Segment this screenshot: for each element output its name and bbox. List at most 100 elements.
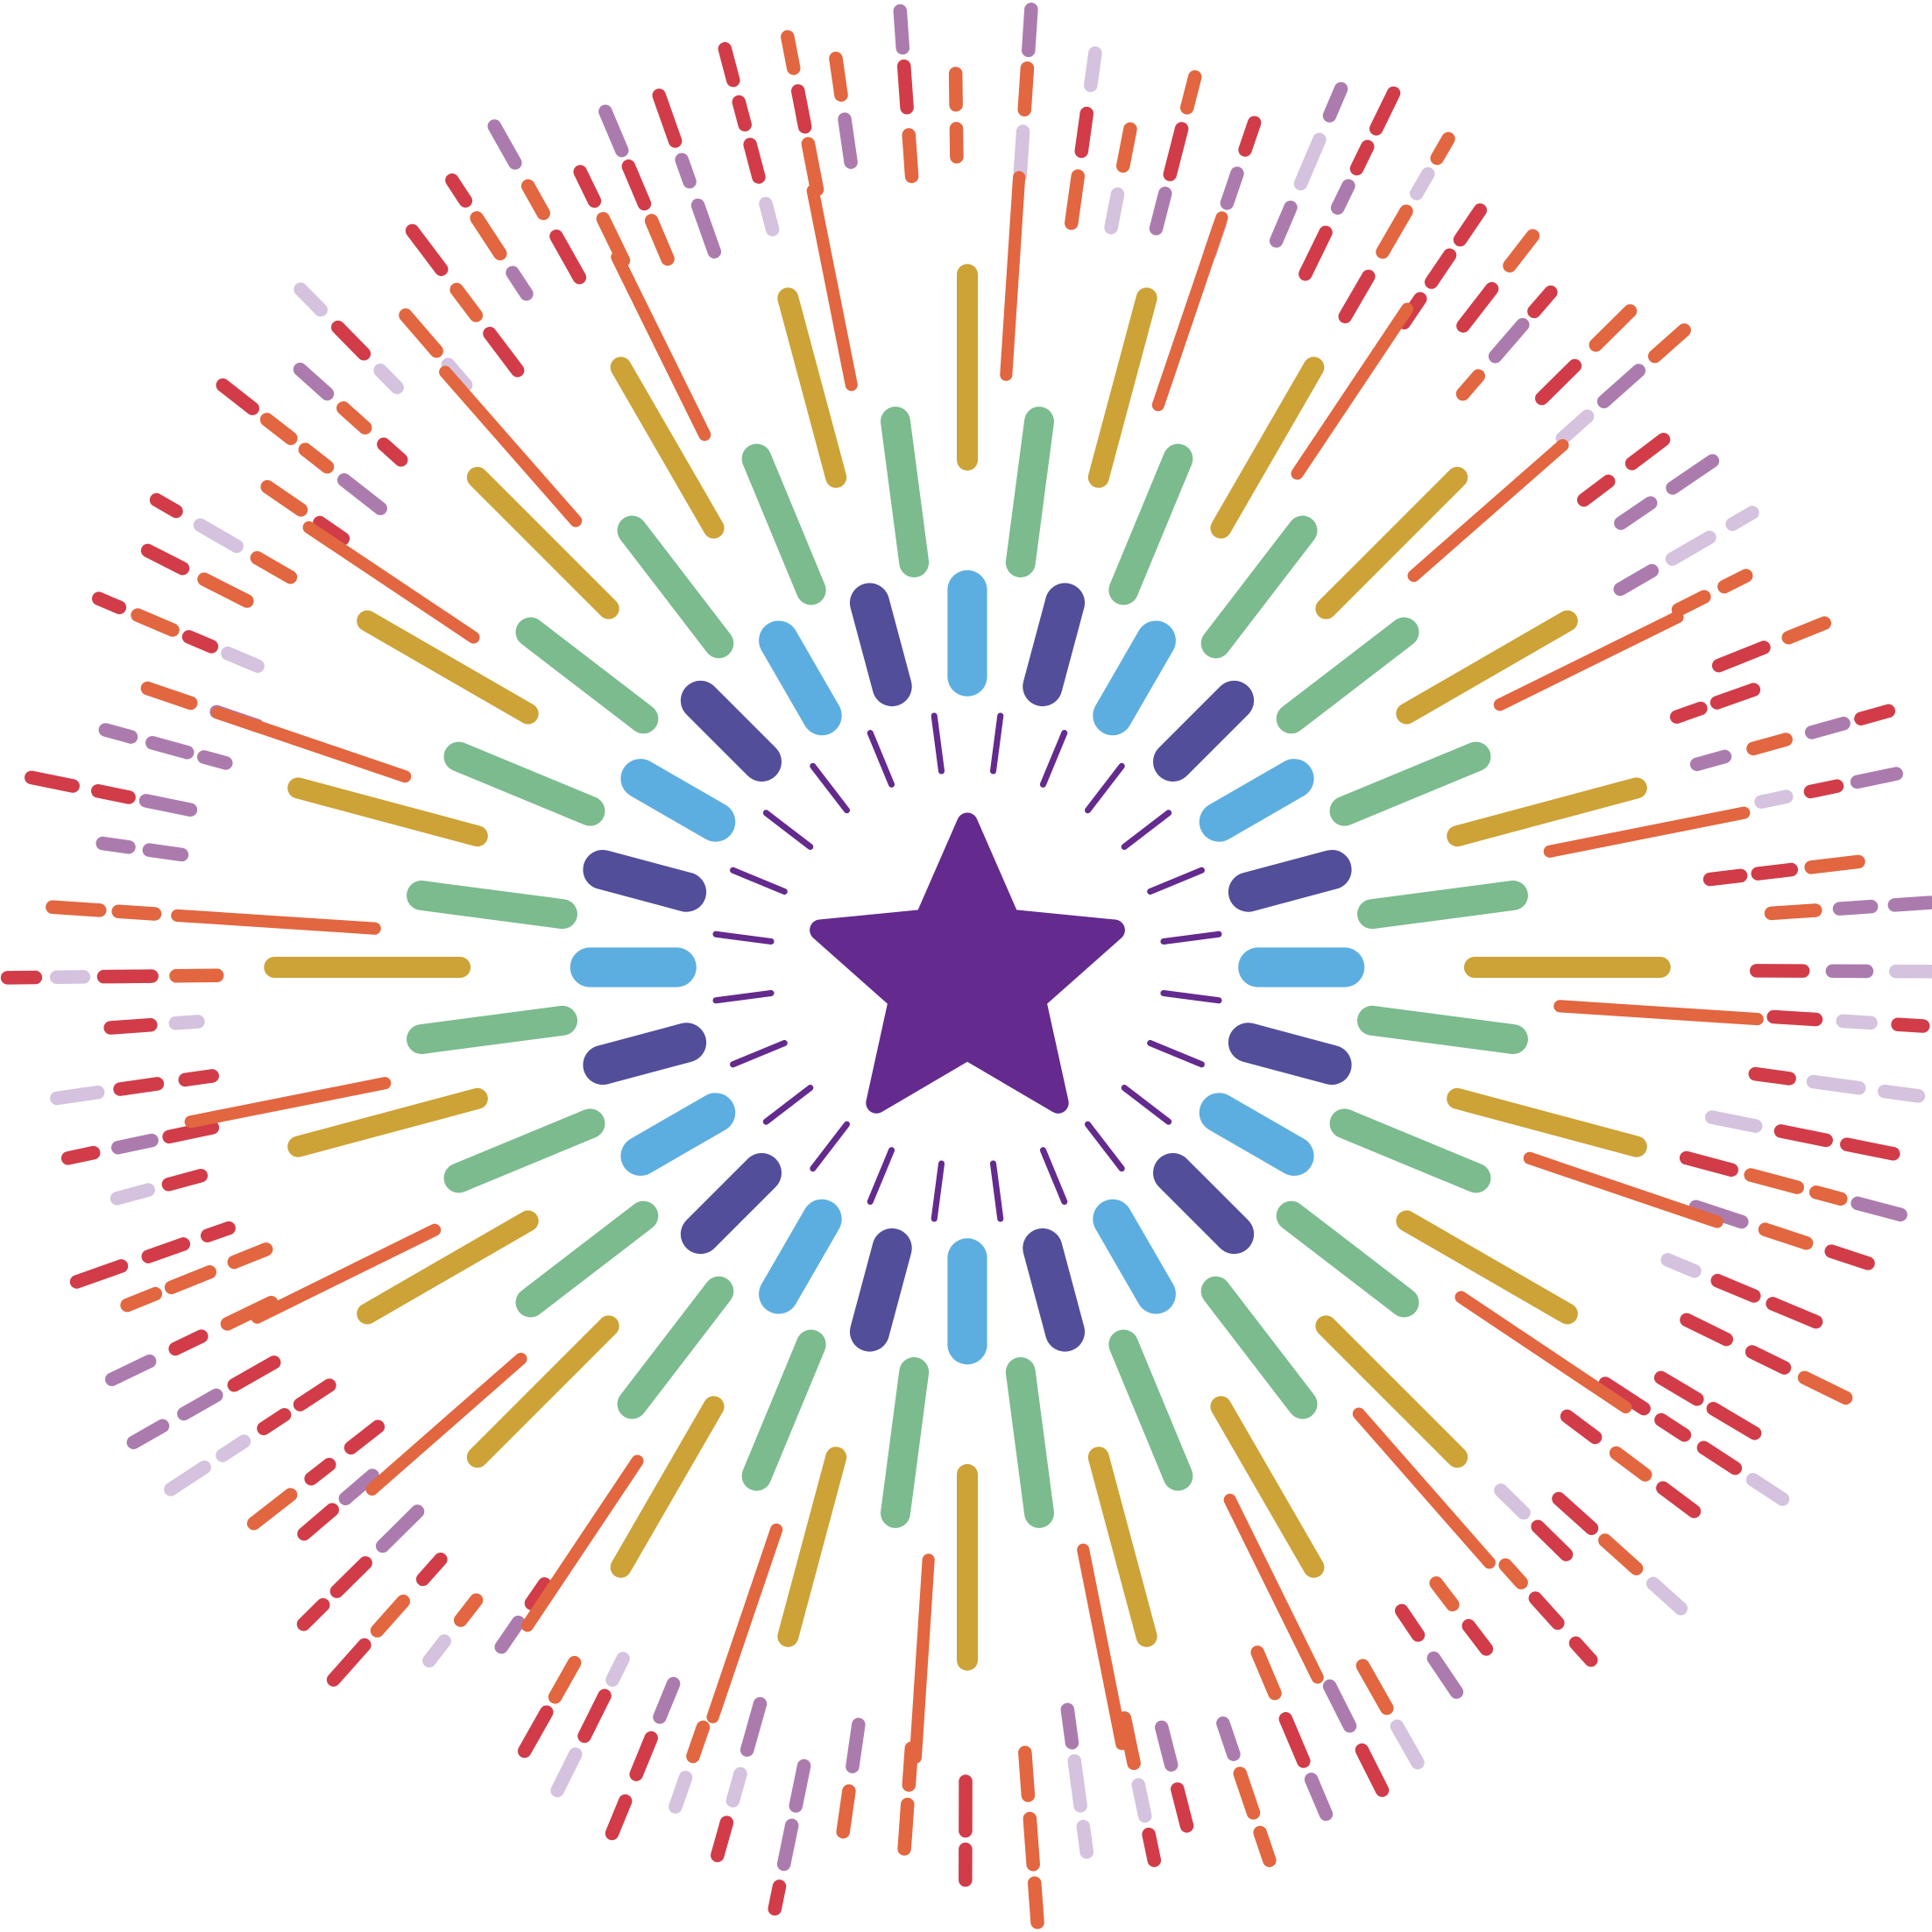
dash [1410,166,1435,201]
blue-ray [583,849,707,912]
dash [103,1018,158,1035]
dash [1065,169,1086,230]
dash [91,591,127,614]
dash [1149,187,1172,236]
dash [690,198,722,258]
gold-ray [610,1396,725,1578]
dash [732,95,752,132]
gold-ray [1315,1315,1468,1468]
dash [1534,358,1582,406]
dash [1702,868,1748,887]
green-ray [407,881,577,930]
dash [293,1378,336,1412]
thin-ray [762,810,814,850]
thin-ray [931,712,945,775]
dash [1773,1124,1833,1148]
thin-ray [989,1160,1004,1222]
gold-ray [1210,1396,1325,1578]
dash [304,1457,336,1486]
orange-ray [171,909,381,935]
dash [1614,496,1658,530]
dash [60,1145,101,1165]
dash [197,750,233,770]
dash [377,437,408,467]
dash [1766,1009,1823,1027]
dash [1430,131,1455,166]
dash [454,1593,484,1627]
dash [1322,1679,1357,1733]
green-ray [741,443,826,605]
dash [598,104,629,158]
dash [1665,530,1716,566]
dash [506,265,534,301]
dash [46,900,107,917]
dash [1171,1782,1194,1833]
dash [1598,1533,1644,1575]
thin-ray [931,1160,945,1222]
blue-ray [1023,1228,1086,1352]
dash [1744,1168,1804,1194]
green-ray [1108,1329,1193,1491]
thin-ray [1160,989,1222,1004]
dash [675,152,697,189]
dash [801,137,824,196]
dash [161,1168,209,1192]
orange-ray [1352,1407,1496,1569]
dash [1589,304,1638,352]
thin-ray [810,1121,850,1172]
blue-ray [1228,849,1352,912]
thin-ray [989,712,1004,775]
dash [120,1286,163,1313]
dash [1851,1196,1907,1222]
green-ray [617,515,734,659]
dash [259,413,298,445]
dash [1238,116,1262,157]
dash [470,211,507,261]
dash [1806,1074,1866,1095]
orange-ray [365,1352,527,1496]
dash [164,1265,216,1295]
blue-ray [1199,759,1314,842]
gold-ray [1210,357,1325,539]
dash [111,904,162,921]
green-ray [515,617,659,734]
orange-ray [1543,806,1751,858]
dash [1751,862,1799,881]
orange-ray [1493,611,1684,711]
dash [1117,1711,1141,1771]
gold-ray [1447,777,1647,847]
dash [104,1354,157,1387]
dash [329,1556,372,1598]
dash [415,1553,448,1587]
orange-ray [1454,1291,1632,1414]
dash [313,515,350,546]
dash [605,1652,630,1688]
dash [768,1879,787,1916]
dash [524,1577,552,1610]
dash [110,1183,155,1206]
dash [1531,1519,1574,1561]
dash [686,1720,711,1764]
dash [1278,1712,1311,1768]
orange-ray [806,184,858,392]
thin-ray [867,1147,895,1205]
dash [98,723,138,744]
dash [1706,1401,1762,1440]
gold-ray [777,1447,847,1647]
dash [1836,1014,1878,1030]
dash [1660,1253,1702,1278]
dash [1878,1084,1926,1103]
dash [1330,179,1355,215]
dash [718,42,740,88]
dash [1074,106,1094,159]
dash [725,1766,747,1808]
dash [1832,899,1879,916]
dash [1824,1244,1875,1270]
blue-ray [680,1153,782,1255]
dash [711,1815,734,1863]
thin-ray [1160,931,1222,945]
dash [549,229,587,285]
dash [1527,285,1558,319]
